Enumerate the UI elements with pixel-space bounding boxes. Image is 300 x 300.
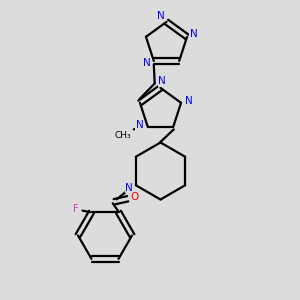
Text: CH₃: CH₃ <box>115 131 131 140</box>
Text: O: O <box>130 192 138 202</box>
Text: F: F <box>73 204 79 214</box>
Text: N: N <box>125 183 133 193</box>
Text: N: N <box>157 11 165 22</box>
Text: N: N <box>158 76 166 86</box>
Text: N: N <box>190 29 197 39</box>
Text: N: N <box>143 58 151 68</box>
Text: N: N <box>185 96 192 106</box>
Text: N: N <box>136 121 143 130</box>
